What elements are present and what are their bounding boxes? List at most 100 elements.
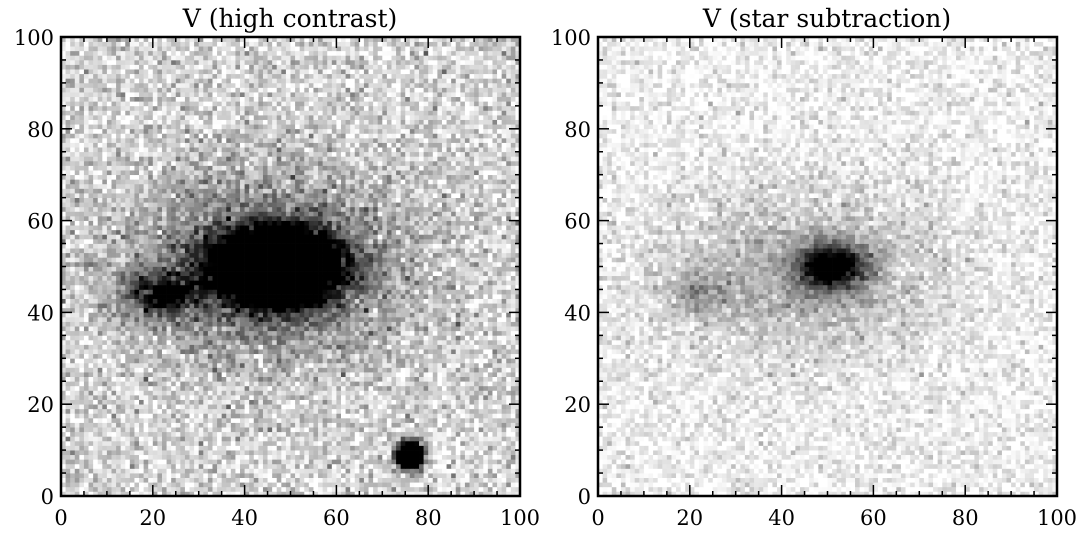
image-pixel: [322, 280, 328, 286]
image-pixel: [106, 303, 112, 309]
image-pixel: [125, 445, 131, 451]
image-pixel: [423, 326, 429, 332]
image-pixel: [267, 399, 273, 405]
image-pixel: [262, 349, 268, 355]
image-pixel: [111, 271, 117, 277]
image-pixel: [437, 459, 443, 465]
image-pixel: [226, 417, 232, 423]
image-pixel: [175, 473, 181, 478]
image-pixel: [281, 303, 287, 309]
image-pixel: [506, 477, 512, 483]
image-pixel: [478, 473, 484, 478]
image-pixel: [474, 454, 480, 460]
image-pixel: [285, 372, 291, 378]
image-pixel: [354, 353, 360, 359]
image-pixel: [506, 303, 512, 309]
image-pixel: [83, 473, 89, 478]
image-pixel: [166, 385, 172, 391]
image-pixel: [226, 330, 232, 336]
image-pixel: [501, 473, 507, 478]
image-pixel: [423, 417, 429, 423]
image-pixel: [414, 473, 420, 478]
image-pixel: [217, 463, 222, 469]
image-pixel: [249, 280, 255, 286]
image-pixel: [189, 367, 195, 373]
image-pixel: [373, 417, 379, 423]
image-pixel: [240, 280, 245, 286]
image-pixel: [515, 440, 521, 446]
image-pixel: [143, 482, 149, 488]
image-pixel: [235, 358, 241, 364]
image-pixel: [464, 372, 470, 378]
image-pixel: [354, 436, 360, 442]
image-pixel: [487, 482, 493, 488]
image-pixel: [111, 395, 117, 400]
image-pixel: [331, 399, 337, 405]
image-pixel: [391, 271, 397, 277]
image-pixel: [267, 367, 273, 373]
image-pixel: [350, 289, 356, 295]
image-pixel: [253, 362, 259, 368]
image-pixel: [281, 321, 287, 327]
image-pixel: [515, 280, 521, 286]
image-pixel: [510, 436, 516, 442]
image-pixel: [336, 358, 342, 364]
image-pixel: [152, 303, 158, 309]
image-pixel: [318, 271, 323, 277]
image-pixel: [299, 284, 305, 290]
image-pixel: [377, 450, 383, 456]
image-pixel: [125, 399, 131, 405]
image-pixel: [152, 482, 158, 488]
image-pixel: [180, 372, 186, 378]
image-pixel: [487, 312, 493, 318]
image-pixel: [97, 280, 103, 286]
image-pixel: [400, 353, 406, 359]
image-pixel: [143, 358, 149, 364]
image-pixel: [359, 316, 365, 322]
image-pixel: [455, 427, 461, 433]
image-pixel: [396, 275, 402, 281]
image-pixel: [207, 289, 213, 295]
image-pixel: [235, 344, 241, 350]
image-pixel: [419, 417, 424, 423]
image-pixel: [189, 312, 195, 318]
image-pixel: [487, 376, 493, 382]
image-pixel: [221, 427, 227, 433]
image-pixel: [506, 450, 512, 456]
image-pixel: [464, 271, 470, 277]
image-pixel: [83, 463, 89, 469]
image-pixel: [409, 362, 415, 368]
image-pixel: [120, 339, 126, 345]
image-pixel: [464, 440, 470, 446]
image-pixel: [359, 289, 365, 295]
image-pixel: [455, 468, 461, 474]
image-pixel: [134, 312, 140, 318]
image-pixel: [61, 459, 66, 465]
image-pixel: [377, 395, 383, 400]
image-pixel: [391, 491, 397, 497]
image-pixel: [322, 477, 328, 483]
image-pixel: [175, 312, 181, 318]
image-pixel: [221, 454, 227, 460]
image-pixel: [373, 316, 379, 322]
image-pixel: [441, 482, 447, 488]
image-pixel: [148, 266, 154, 272]
image-pixel: [299, 316, 305, 322]
image-pixel: [74, 486, 80, 492]
image-pixel: [116, 454, 122, 460]
image-pixel: [350, 454, 356, 460]
image-pixel: [290, 473, 296, 478]
image-pixel: [102, 376, 108, 382]
image-pixel: [161, 284, 167, 290]
image-pixel: [161, 316, 167, 322]
image-pixel: [497, 473, 502, 478]
image-pixel: [492, 280, 498, 286]
image-pixel: [382, 294, 388, 299]
image-pixel: [83, 330, 89, 336]
image-pixel: [217, 271, 222, 277]
image-pixel: [249, 358, 255, 364]
image-pixel: [207, 445, 213, 451]
image-pixel: [327, 330, 333, 336]
image-pixel: [290, 408, 296, 414]
image-pixel: [474, 284, 480, 290]
